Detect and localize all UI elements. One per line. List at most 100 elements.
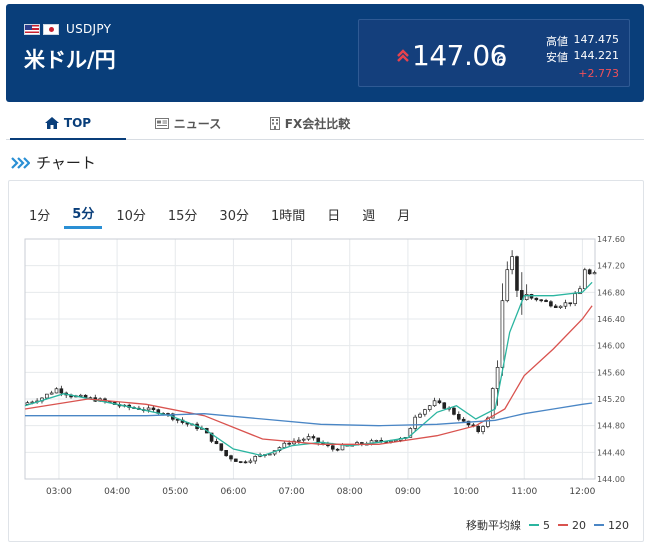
candle-body <box>553 305 558 309</box>
japan-flag-icon <box>43 23 59 35</box>
candle-body <box>151 407 156 411</box>
candle-body <box>408 428 413 438</box>
y-tick-label: 144.40 <box>597 448 625 457</box>
plot-frame <box>24 238 596 480</box>
y-tick-label: 146.40 <box>597 315 625 324</box>
candle-body <box>301 438 306 441</box>
legend-swatch-20 <box>558 524 568 526</box>
candle-body <box>146 407 151 411</box>
candle-body <box>427 405 432 410</box>
pair-name: 米ドル/円 <box>24 48 116 72</box>
x-tick-label: 12:00 <box>569 487 595 497</box>
candle-body <box>59 388 64 394</box>
candle-body <box>297 439 301 442</box>
candle-body <box>495 367 500 389</box>
x-tick-label: 11:00 <box>511 487 537 497</box>
price-box: 147.06 6 高値 147.475 安値 144.221 +2.773 <box>358 19 630 87</box>
period-tab-8[interactable]: 月 <box>397 208 411 224</box>
candle-body <box>267 453 272 456</box>
candle-body <box>335 448 340 451</box>
candle-body <box>437 400 442 404</box>
period-tab-0[interactable]: 1分 <box>29 208 51 224</box>
candle-body <box>456 413 461 420</box>
candle-body <box>214 440 219 445</box>
price-change: +2.773 <box>578 67 619 80</box>
candle-body <box>413 416 417 429</box>
candle-body <box>578 288 582 295</box>
candle-body <box>520 290 524 300</box>
x-tick-label: 08:00 <box>337 487 363 497</box>
candle-body <box>219 443 224 451</box>
candle-body <box>461 418 466 422</box>
ma-legend: 移動平均線 5 20 120 <box>466 517 629 533</box>
period-tab-3[interactable]: 15分 <box>167 208 198 224</box>
us-flag-icon <box>24 23 40 35</box>
candle-body <box>592 272 597 275</box>
pair-row: USDJPY <box>24 22 111 36</box>
candle-body <box>306 436 311 440</box>
candle-body <box>229 455 233 460</box>
candle-body <box>515 256 519 291</box>
low-value: 144.221 <box>573 49 620 62</box>
x-tick-label: 09:00 <box>395 487 421 497</box>
high-value: 147.475 <box>573 33 620 46</box>
current-price-pip: 6 <box>496 52 506 70</box>
candle-body <box>209 432 214 442</box>
y-tick-label: 146.80 <box>597 288 625 297</box>
candle-body <box>587 269 592 275</box>
candle-body <box>583 269 587 290</box>
candle-body <box>490 388 495 419</box>
price-chart[interactable]: 147.60 147.20 146.80 146.40 146.00 145.60 145.… <box>9 181 643 541</box>
candle-body <box>563 302 568 307</box>
candle-body <box>287 442 291 445</box>
period-tab-7[interactable]: 週 <box>362 208 376 224</box>
x-tick-label: 07:00 <box>279 487 305 497</box>
legend-label-20: 20 <box>572 518 586 532</box>
tab-news[interactable]: ニュース <box>130 108 246 139</box>
candle-body <box>442 402 447 409</box>
y-tick-label: 145.20 <box>597 395 625 404</box>
tab-fx-compare[interactable]: FX会社比較 <box>250 108 370 139</box>
tab-fx-compare-label: FX会社比較 <box>284 117 351 131</box>
main-tabs: TOP ニュース FX会社比較 <box>6 108 644 140</box>
chevrons-right-icon <box>11 156 30 169</box>
newspaper-icon <box>154 118 169 129</box>
candle-body <box>49 392 54 395</box>
y-tick-label: 144.80 <box>597 422 625 431</box>
candle-body <box>253 456 258 462</box>
candle-body <box>418 413 422 418</box>
high-label: 高値 <box>546 35 568 48</box>
chart-card: 1分 5分 10分 15分 30分 1時間日週月 147.60 147.20 146.80 14… <box>8 180 644 542</box>
candle-body <box>466 420 471 426</box>
tab-top[interactable]: TOP <box>10 108 126 140</box>
low-label: 安値 <box>546 51 568 64</box>
x-tick-label: 03:00 <box>46 487 72 497</box>
quote-header: USDJPY 米ドル/円 147.06 6 高値 147.475 安値 144.… <box>6 4 644 102</box>
legend-swatch-5 <box>529 524 539 526</box>
legend-label-5: 5 <box>543 518 550 532</box>
tab-top-label: TOP <box>63 116 92 130</box>
candle-body <box>476 425 480 433</box>
up-arrow-icon <box>397 49 409 62</box>
candle-body <box>45 393 49 399</box>
candle-body <box>374 439 379 442</box>
candle-body <box>340 444 345 451</box>
period-tabs: 1分 5分 10分 15分 30分 1時間 日 週 月 <box>21 199 424 229</box>
legend-label-120: 120 <box>608 518 629 532</box>
period-tab-6[interactable]: 日 <box>327 208 341 224</box>
y-tick-label: 147.60 <box>597 235 625 244</box>
period-tab-4[interactable]: 30分 <box>219 208 249 224</box>
candle-body <box>432 400 437 407</box>
x-tick-label: 05:00 <box>162 487 188 497</box>
period-tab-1[interactable]: 5分 <box>64 199 103 229</box>
candle-body <box>568 302 573 305</box>
y-tick-label: 146.00 <box>597 342 625 351</box>
candle-body <box>544 300 548 303</box>
candle-body <box>452 407 456 415</box>
legend-title: 移動平均線 <box>466 519 521 532</box>
y-tick-label: 145.60 <box>597 368 625 377</box>
candle-body <box>510 256 514 271</box>
period-tab-5[interactable]: 1時間 <box>270 208 306 224</box>
period-tab-2[interactable]: 10分 <box>116 208 146 224</box>
pair-code: USDJPY <box>66 22 112 36</box>
